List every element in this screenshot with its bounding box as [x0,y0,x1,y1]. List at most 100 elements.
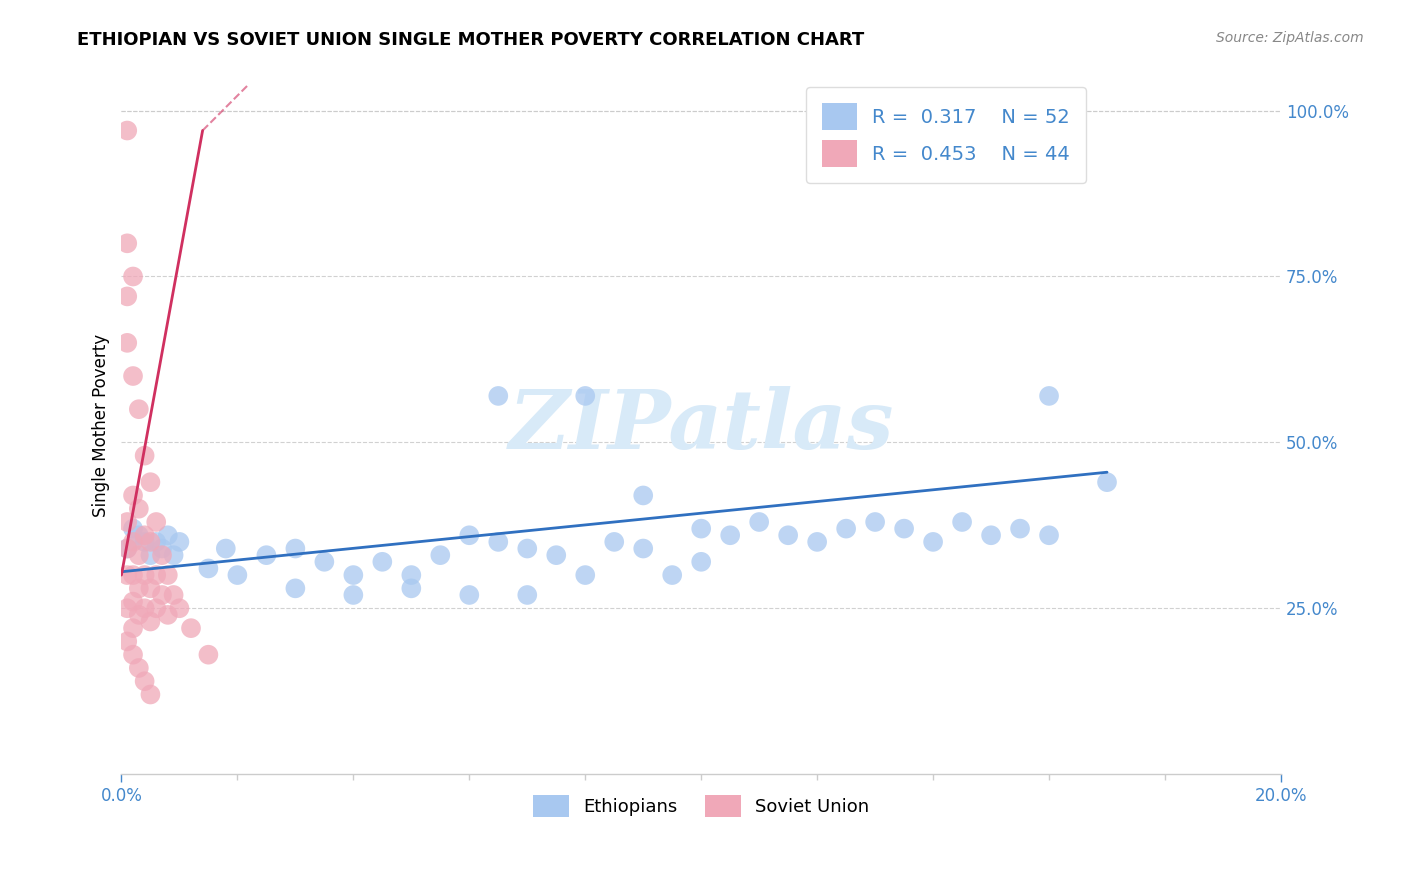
Point [690,522,713,536]
Point [778,528,800,542]
Point [115,568,138,582]
Legend: Ethiopians, Soviet Union: Ethiopians, Soviet Union [526,788,877,824]
Point [150,541,173,556]
Text: ZIPatlas: ZIPatlas [509,385,894,466]
Point [1095,475,1118,490]
Point [139,475,162,490]
Point [115,289,138,303]
Point [254,548,277,562]
Point [134,449,156,463]
Point [1010,522,1032,536]
Point [139,548,162,562]
Point [115,601,138,615]
Point [128,501,150,516]
Point [631,488,654,502]
Point [169,535,191,549]
Point [115,123,138,137]
Point [139,535,162,549]
Point [115,541,138,556]
Point [169,601,191,615]
Point [486,535,509,549]
Point [115,634,138,648]
Point [128,402,150,417]
Point [134,528,156,542]
Point [574,568,596,582]
Point [115,335,138,350]
Point [122,594,145,608]
Point [122,522,145,536]
Point [139,688,162,702]
Point [134,601,156,615]
Point [134,568,156,582]
Point [150,548,173,562]
Point [145,515,167,529]
Point [458,528,481,542]
Point [863,515,886,529]
Point [893,522,915,536]
Point [156,568,179,582]
Point [371,555,394,569]
Point [150,588,173,602]
Point [145,535,167,549]
Point [922,535,945,549]
Text: Source: ZipAtlas.com: Source: ZipAtlas.com [1216,31,1364,45]
Point [401,582,423,596]
Point [156,607,179,622]
Point [197,561,219,575]
Point [122,488,145,502]
Point [115,541,138,556]
Point [342,588,364,602]
Point [215,541,238,556]
Point [128,548,150,562]
Point [122,269,145,284]
Point [128,661,150,675]
Point [603,535,626,549]
Point [516,588,538,602]
Point [284,582,307,596]
Point [115,515,138,529]
Point [134,535,156,549]
Point [516,541,538,556]
Point [342,568,364,582]
Point [690,555,713,569]
Point [122,621,145,635]
Point [429,548,451,562]
Point [631,541,654,556]
Point [122,568,145,582]
Point [950,515,973,529]
Point [122,648,145,662]
Point [197,648,219,662]
Point [486,389,509,403]
Point [122,535,145,549]
Point [128,607,150,622]
Point [180,621,202,635]
Point [718,528,741,542]
Point [284,541,307,556]
Point [835,522,858,536]
Y-axis label: Single Mother Poverty: Single Mother Poverty [93,334,110,517]
Point [145,601,167,615]
Point [139,582,162,596]
Point [980,528,1002,542]
Point [162,588,184,602]
Point [748,515,770,529]
Point [226,568,249,582]
Point [128,582,150,596]
Point [401,568,423,582]
Point [122,369,145,384]
Text: ETHIOPIAN VS SOVIET UNION SINGLE MOTHER POVERTY CORRELATION CHART: ETHIOPIAN VS SOVIET UNION SINGLE MOTHER … [77,31,865,49]
Point [546,548,568,562]
Point [458,588,481,602]
Point [661,568,683,582]
Point [314,555,336,569]
Point [139,615,162,629]
Point [156,528,179,542]
Point [1038,528,1060,542]
Point [1038,389,1060,403]
Point [145,568,167,582]
Point [134,674,156,689]
Point [115,236,138,251]
Point [806,535,828,549]
Point [162,548,184,562]
Point [574,389,596,403]
